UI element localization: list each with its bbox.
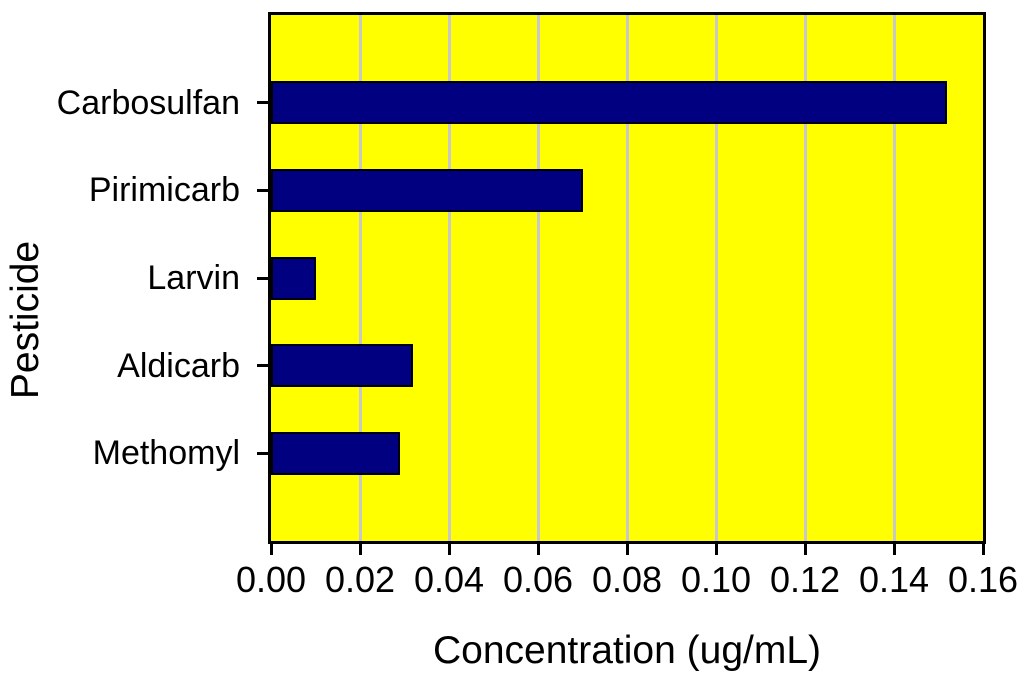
x-tick-label: 0.14 — [858, 559, 930, 600]
bar-aldicarb — [271, 344, 414, 388]
x-axis-tick — [625, 544, 629, 555]
bar-larvin — [271, 256, 316, 300]
x-tick-label: 0.06 — [502, 559, 574, 600]
category-label: Larvin — [147, 259, 240, 297]
y-axis-tick — [257, 188, 268, 192]
y-axis-tick — [257, 364, 268, 368]
bar-methomyl — [271, 431, 401, 475]
x-axis-tick — [536, 544, 540, 555]
x-axis-tick — [269, 544, 273, 555]
y-axis-tick — [257, 276, 268, 280]
x-axis-tick — [981, 544, 985, 555]
x-tick-label: 0.02 — [324, 559, 396, 600]
gridline — [803, 15, 807, 541]
x-tick-label: 0.00 — [235, 559, 307, 600]
x-axis-tick — [803, 544, 807, 555]
category-label: Methomyl — [92, 434, 240, 473]
x-axis-tick — [447, 544, 451, 555]
category-label: Pirimicarb — [88, 171, 240, 210]
x-tick-label: 0.10 — [680, 559, 752, 600]
category-label: Carbosulfan — [56, 83, 240, 122]
gridline — [625, 15, 629, 541]
x-axis-tick — [714, 544, 718, 555]
x-tick-label: 0.08 — [591, 559, 663, 600]
category-label: Aldicarb — [117, 346, 240, 385]
gridline — [892, 15, 896, 541]
bar-pirimicarb — [271, 168, 583, 212]
plot-area — [268, 12, 986, 544]
gridline — [714, 15, 718, 541]
gridline — [536, 15, 540, 541]
x-axis-title: Concentration (ug/mL) — [432, 629, 822, 672]
x-tick-label: 0.04 — [413, 559, 485, 600]
y-axis-tick — [257, 101, 268, 105]
x-axis-tick — [358, 544, 362, 555]
y-axis-tick — [257, 451, 268, 455]
x-tick-label: 0.16 — [947, 559, 1019, 600]
gridline — [447, 15, 451, 541]
bar-carbosulfan — [271, 81, 948, 125]
x-tick-label: 0.12 — [769, 559, 841, 600]
x-axis-tick — [892, 544, 896, 555]
gridline — [358, 15, 362, 541]
